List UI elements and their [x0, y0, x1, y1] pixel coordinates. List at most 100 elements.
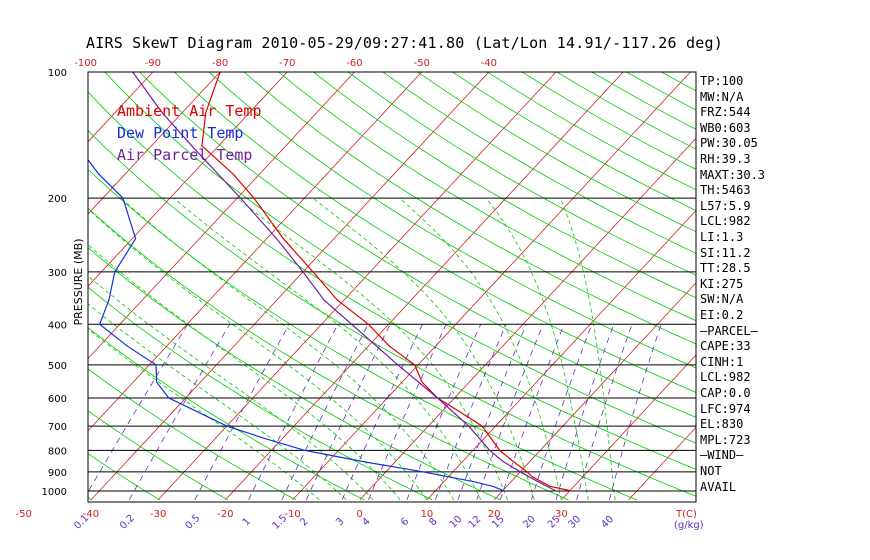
mixing-ratio-tick-label: 8: [427, 516, 439, 528]
dry-adiabat-line: [88, 91, 696, 470]
isotherm-line: [628, 426, 696, 501]
stat-item: CINH:1: [700, 354, 744, 369]
moist-adiabat-line: [236, 197, 508, 501]
stat-item: —PARCEL—: [700, 323, 758, 338]
stat-item: EL:830: [700, 417, 744, 432]
mixing-ratio-line: [531, 324, 593, 501]
stat-item: CAPE:33: [700, 339, 751, 354]
dry-adiabat-line: [104, 72, 696, 444]
moist-adiabat-line: [560, 197, 616, 500]
mixing-ratio-tick-label: 0.5: [184, 513, 203, 532]
stat-item: LI:1.3: [700, 230, 744, 244]
pressure-tick-label: 800: [48, 446, 67, 457]
dry-adiabat-line: [88, 168, 637, 501]
temp-tick-label: -20: [217, 509, 233, 520]
moist-adiabat-line: [88, 208, 428, 501]
pressure-tick-label: 400: [48, 320, 67, 331]
legend-ambient-temp: Ambient Air Temp: [117, 102, 262, 120]
moist-adiabat-line: [312, 197, 535, 501]
mixing-ratio-tick-label: 20: [521, 514, 538, 531]
isotherm-line: [88, 72, 422, 432]
moist-adiabat-line: [173, 197, 482, 501]
stat-item: RH:39.3: [700, 152, 751, 166]
mixing-ratio-unit: (g/kg): [674, 520, 704, 531]
stat-item: MAXT:30.3: [700, 167, 766, 182]
mixing-ratio-line: [248, 324, 339, 501]
stat-item: MPL:723: [700, 432, 751, 447]
temp-tick-label: -40: [83, 509, 99, 520]
chart-grid: [0, 72, 870, 501]
stat-item: AVAIL: [700, 479, 737, 494]
mixing-ratio-tick-label: 2: [298, 516, 310, 528]
dew-point-line: [88, 158, 505, 492]
top-temp-tick-label: -100: [74, 58, 97, 69]
top-temp-tick-label: -40: [481, 58, 497, 69]
top-temp-tick-label: -90: [145, 58, 161, 69]
dry-adiabat-line: [243, 72, 696, 345]
pressure-tick-label: 700: [48, 422, 67, 433]
stat-item: SW:N/A: [700, 292, 744, 307]
stat-item: MW:N/A: [700, 89, 744, 104]
top-temp-tick-label: -80: [212, 58, 228, 69]
isotherm-line: [493, 282, 696, 501]
dry-adiabat-line: [88, 327, 365, 501]
legend-parcel-temp: Air Parcel Temp: [117, 146, 252, 164]
stat-item: TT:28.5: [700, 261, 751, 276]
y-axis-label: PRESSURE (MB): [72, 239, 85, 326]
isotherm-line: [0, 72, 18, 500]
stat-item: SI:11.2: [700, 245, 751, 260]
chart-title: AIRS SkewT Diagram 2010-05-29/09:27:41.8…: [86, 34, 723, 52]
moist-adiabat-line: [88, 328, 320, 501]
legend-ambient-temp-label: Ambient Air Temp: [117, 102, 262, 120]
dry-adiabat-line: [88, 286, 433, 501]
top-temp-tick-label: -70: [279, 58, 295, 69]
isotherm-line: [292, 72, 691, 501]
ambient-temp-line: [201, 72, 572, 492]
mixing-ratio-line: [368, 324, 447, 501]
mixing-ratio-tick-label: 4: [360, 516, 372, 528]
mixing-ratio-line: [576, 324, 633, 501]
legend-dew-point-label: Dew Point Temp: [117, 124, 244, 142]
dry-adiabat-line: [417, 72, 696, 233]
mixing-ratio-tick-label: 6: [399, 516, 411, 528]
plot-frame: [87, 71, 697, 503]
isotherm-line: [763, 72, 870, 500]
dry-adiabat-line: [347, 72, 696, 276]
stat-item: L57:5.9: [700, 198, 751, 213]
moist-adiabat-line: [399, 197, 562, 500]
stat-item: PW:30.05: [700, 136, 758, 151]
mixing-ratio-line: [555, 324, 615, 501]
dry-adiabat-line: [0, 72, 23, 500]
mixing-ratio-tick-label: 40: [599, 514, 616, 531]
mixing-ratio-tick-label: 0.2: [118, 513, 137, 532]
dry-adiabat-line: [88, 410, 229, 501]
stat-item: LCL:982: [700, 370, 751, 385]
mixing-ratio-tick-label: 1: [241, 516, 253, 528]
pressure-tick-label: 1000: [42, 487, 67, 498]
pressure-tick-label: 500: [48, 361, 67, 372]
isotherm-line: [90, 72, 490, 501]
mixing-ratio-line: [609, 324, 662, 500]
stat-item: WB0:603: [700, 120, 751, 135]
stat-item: LFC:974: [700, 401, 751, 416]
dry-adiabat-line: [139, 72, 696, 418]
dry-adiabat-line: [452, 72, 696, 211]
temp-tick-label: 0: [357, 509, 363, 520]
moist-adiabat-line: [485, 197, 589, 500]
moist-adiabat-line: [88, 275, 374, 501]
temp-tick-label: -50: [16, 509, 32, 520]
temp-tick-label: 10: [421, 509, 434, 520]
mixing-ratio-line: [499, 324, 565, 501]
pressure-tick-label: 200: [48, 194, 67, 205]
isotherm-line: [426, 209, 696, 501]
dry-adiabat-line: [278, 72, 696, 322]
legend-dew-point: Dew Point Temp: [117, 124, 243, 142]
isotherm-line: [88, 72, 221, 215]
mixing-ratio-tick-label: 3: [334, 516, 346, 528]
dry-adiabat-line: [88, 207, 569, 501]
parcel-temp-line: [132, 72, 557, 492]
top-temp-tick-label: -60: [346, 58, 362, 69]
temp-tick-label: -30: [150, 509, 166, 520]
pressure-tick-label: 900: [48, 468, 67, 479]
